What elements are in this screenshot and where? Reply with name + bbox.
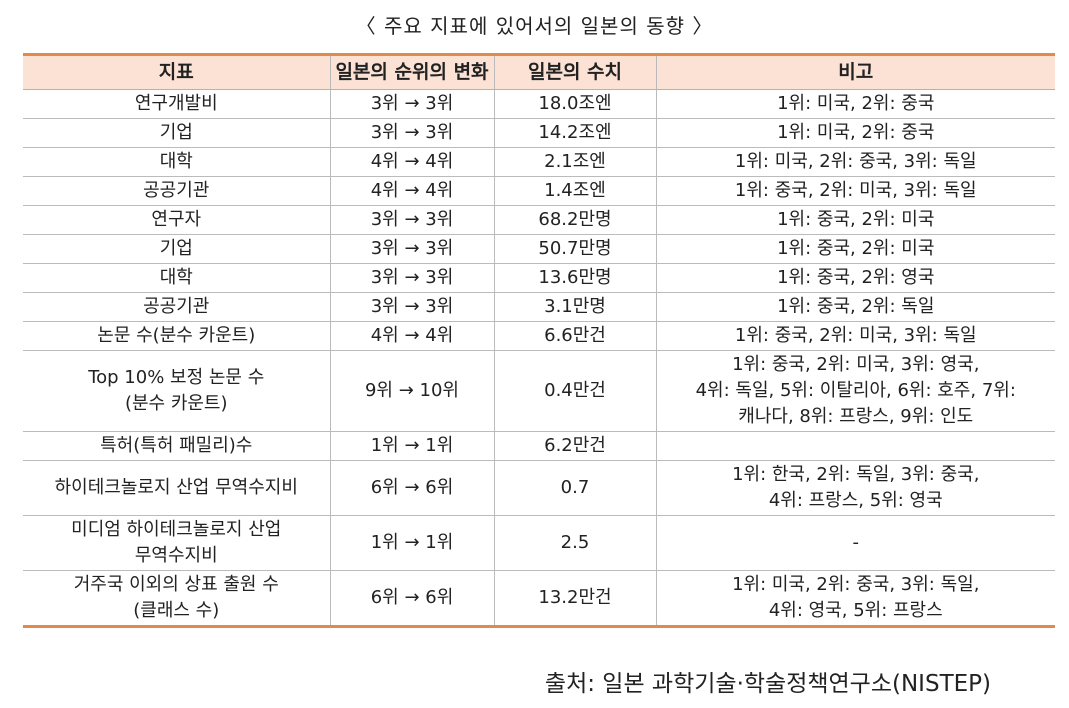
indicator-table: 지표 일본의 순위의 변화 일본의 수치 비고 연구개발비 3위 → 3위 18.0… — [23, 53, 1055, 628]
cell-note: 1위: 중국, 2위: 미국 — [655, 205, 1055, 235]
cell-indicator: Top 10% 보정 논문 수 (분수 카운트) — [23, 350, 330, 432]
cell-note: - — [655, 515, 1055, 571]
cell-indicator: 공공기관 — [23, 292, 330, 322]
cell-japan-value: 18.0조엔 — [493, 89, 656, 119]
cell-indicator: 연구개발비 — [23, 89, 330, 119]
cell-japan-value: 0.4만건 — [493, 350, 656, 432]
cell-note — [655, 431, 1055, 461]
cell-rank-change: 3위 → 3위 — [329, 263, 494, 293]
cell-indicator: 하이테크놀로지 산업 무역수지비 — [23, 460, 330, 516]
cell-rank-change: 4위 → 4위 — [329, 147, 494, 177]
cell-rank-change: 3위 → 3위 — [329, 205, 494, 235]
cell-rank-change: 3위 → 3위 — [329, 118, 494, 148]
cell-note: 1위: 미국, 2위: 중국, 3위: 독일, 4위: 영국, 5위: 프랑스 — [655, 570, 1055, 628]
table-row: 대학 4위 → 4위 2.1조엔 1위: 미국, 2위: 중국, 3위: 독일 — [23, 147, 1055, 177]
cell-indicator: 기업 — [23, 234, 330, 264]
cell-indicator: 공공기관 — [23, 176, 330, 206]
cell-note: 1위: 미국, 2위: 중국, 3위: 독일 — [655, 147, 1055, 177]
table-row: 논문 수(분수 카운트) 4위 → 4위 6.6만건 1위: 중국, 2위: 미국, … — [23, 321, 1055, 351]
table-row: 공공기관 4위 → 4위 1.4조엔 1위: 중국, 2위: 미국, 3위: 독일 — [23, 176, 1055, 206]
header-note: 비고 — [655, 53, 1055, 90]
cell-indicator: 기업 — [23, 118, 330, 148]
cell-indicator: 미디엄 하이테크놀로지 산업 무역수지비 — [23, 515, 330, 571]
cell-note: 1위: 중국, 2위: 미국, 3위: 영국, 4위: 독일, 5위: 이탈리아,… — [655, 350, 1055, 432]
cell-indicator: 대학 — [23, 147, 330, 177]
table-row: 거주국 이외의 상표 출원 수 (클래스 수) 6위 → 6위 13.2만건 1위: 미… — [23, 570, 1055, 628]
cell-rank-change: 3위 → 3위 — [329, 292, 494, 322]
cell-note: 1위: 중국, 2위: 미국, 3위: 독일 — [655, 176, 1055, 206]
table-row: 특허(특허 패밀리)수 1위 → 1위 6.2만건 — [23, 431, 1055, 461]
header-rank-change: 일본의 순위의 변화 — [329, 53, 494, 90]
source-note: 출처: 일본 과학기술·학술정책연구소(NISTEP) — [544, 671, 991, 697]
cell-rank-change: 4위 → 4위 — [329, 176, 494, 206]
cell-japan-value: 2.5 — [493, 515, 656, 571]
page-title: 〈 주요 지표에 있어서의 일본의 동향 〉 — [355, 14, 714, 38]
table-row: 공공기관 3위 → 3위 3.1만명 1위: 중국, 2위: 독일 — [23, 292, 1055, 322]
cell-rank-change: 9위 → 10위 — [329, 350, 494, 432]
cell-japan-value: 14.2조엔 — [493, 118, 656, 148]
header-indicator: 지표 — [23, 53, 330, 90]
cell-indicator: 논문 수(분수 카운트) — [23, 321, 330, 351]
cell-indicator: 대학 — [23, 263, 330, 293]
cell-japan-value: 13.6만명 — [493, 263, 656, 293]
cell-japan-value: 50.7만명 — [493, 234, 656, 264]
table-row: 미디엄 하이테크놀로지 산업 무역수지비 1위 → 1위 2.5- — [23, 515, 1055, 571]
table-row: Top 10% 보정 논문 수 (분수 카운트) 9위 → 10위 0.4만건 1위: … — [23, 350, 1055, 432]
cell-indicator: 거주국 이외의 상표 출원 수 (클래스 수) — [23, 570, 330, 628]
cell-note: 1위: 중국, 2위: 미국, 3위: 독일 — [655, 321, 1055, 351]
cell-note: 1위: 중국, 2위: 독일 — [655, 292, 1055, 322]
cell-indicator: 연구자 — [23, 205, 330, 235]
table-row: 하이테크놀로지 산업 무역수지비 6위 → 6위 0.7 1위: 한국, 2위: 독일… — [23, 460, 1055, 516]
cell-rank-change: 3위 → 3위 — [329, 89, 494, 119]
table-row: 기업 3위 → 3위 50.7만명 1위: 중국, 2위: 미국 — [23, 234, 1055, 264]
cell-note: 1위: 중국, 2위: 미국 — [655, 234, 1055, 264]
table-row: 연구자 3위 → 3위 68.2만명 1위: 중국, 2위: 미국 — [23, 205, 1055, 235]
header-japan-value: 일본의 수치 — [493, 53, 656, 90]
cell-rank-change: 1위 → 1위 — [329, 515, 494, 571]
cell-indicator: 특허(특허 패밀리)수 — [23, 431, 330, 461]
cell-japan-value: 68.2만명 — [493, 205, 656, 235]
table-row: 대학 3위 → 3위 13.6만명 1위: 중국, 2위: 영국 — [23, 263, 1055, 293]
cell-japan-value: 13.2만건 — [493, 570, 656, 628]
cell-rank-change: 6위 → 6위 — [329, 570, 494, 628]
cell-japan-value: 6.6만건 — [493, 321, 656, 351]
cell-japan-value: 2.1조엔 — [493, 147, 656, 177]
cell-japan-value: 0.7 — [493, 460, 656, 516]
cell-rank-change: 3위 → 3위 — [329, 234, 494, 264]
table-row: 기업 3위 → 3위 14.2조엔 1위: 미국, 2위: 중국 — [23, 118, 1055, 148]
cell-note: 1위: 미국, 2위: 중국 — [655, 89, 1055, 119]
cell-japan-value: 1.4조엔 — [493, 176, 656, 206]
cell-rank-change: 4위 → 4위 — [329, 321, 494, 351]
cell-note: 1위: 중국, 2위: 영국 — [655, 263, 1055, 293]
table-header-row: 지표 일본의 순위의 변화 일본의 수치 비고 — [23, 53, 1055, 90]
cell-rank-change: 6위 → 6위 — [329, 460, 494, 516]
cell-japan-value: 6.2만건 — [493, 431, 656, 461]
table-row: 연구개발비 3위 → 3위 18.0조엔 1위: 미국, 2위: 중국 — [23, 89, 1055, 119]
cell-note: 1위: 미국, 2위: 중국 — [655, 118, 1055, 148]
cell-japan-value: 3.1만명 — [493, 292, 656, 322]
cell-note: 1위: 한국, 2위: 독일, 3위: 중국, 4위: 프랑스, 5위: 영국 — [655, 460, 1055, 516]
cell-rank-change: 1위 → 1위 — [329, 431, 494, 461]
